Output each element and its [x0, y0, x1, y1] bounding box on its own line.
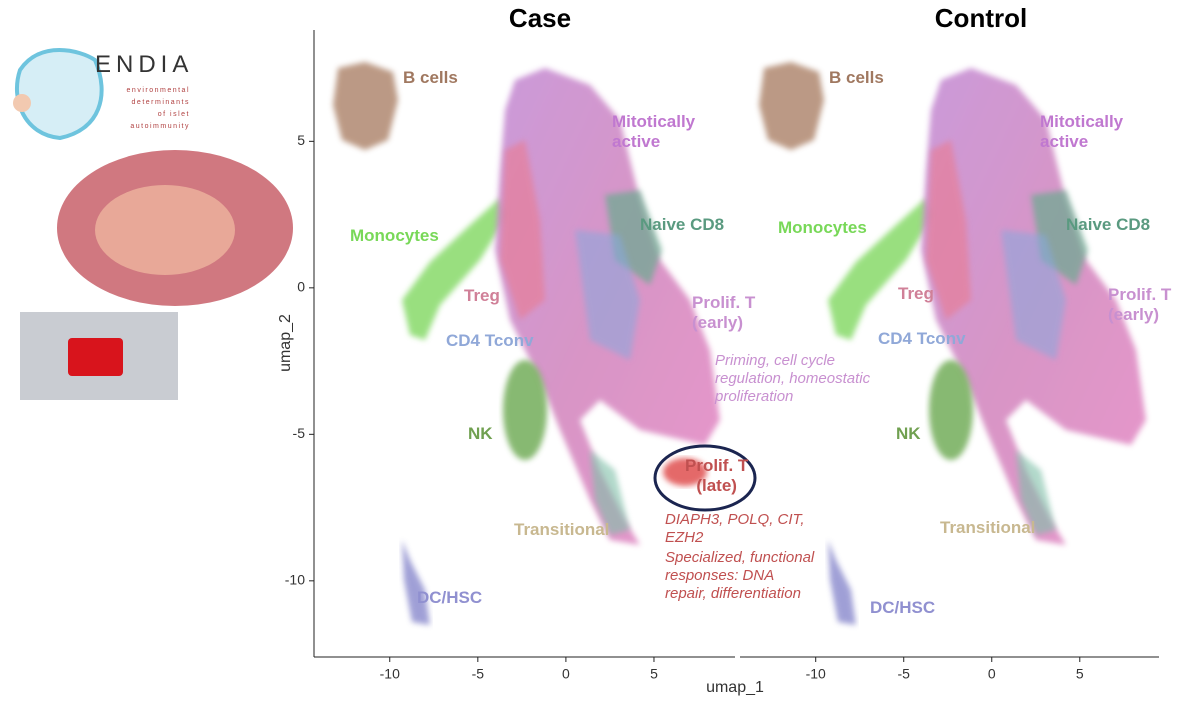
cluster-label: Prolif. T (early) [1108, 285, 1171, 325]
logo-icon [17, 50, 102, 138]
cluster-label: CD4 Tconv [878, 329, 966, 349]
cluster-label: Mitotically active [612, 112, 695, 152]
cluster-label: Prolif. T (late) [685, 456, 748, 496]
x-tick-label: -10 [806, 666, 826, 682]
x-tick-label: -5 [898, 666, 911, 682]
panel-title: Case [509, 3, 571, 33]
cluster-label: Naive CD8 [640, 215, 724, 235]
y-tick-label: -5 [293, 425, 306, 441]
y-axis-label: umap_2 [277, 314, 294, 372]
cluster-label: NK [896, 424, 921, 444]
y-tick-label: -10 [285, 572, 305, 588]
cluster-label: CD4 Tconv [446, 331, 534, 351]
blood-bag [68, 338, 123, 376]
cluster-label: B cells [403, 68, 458, 88]
figure: ENDIA environmental determinants of isle… [0, 0, 1177, 704]
cluster-label: Naive CD8 [1066, 215, 1150, 235]
logo-title: ENDIA [95, 51, 193, 78]
x-tick-label: 5 [1076, 666, 1084, 682]
cluster-label: Transitional [940, 518, 1035, 538]
cluster-label: NK [468, 424, 493, 444]
fetus-figure [95, 185, 235, 275]
x-tick-label: 0 [562, 666, 570, 682]
chart: ENDIA environmental determinants of isle… [0, 0, 1177, 704]
cluster-label: Prolif. T (early) [692, 293, 755, 333]
cluster-label: Transitional [514, 520, 609, 540]
annotation: DIAPH3, POLQ, CIT, EZH2 [665, 511, 805, 547]
cluster-label: Monocytes [350, 226, 439, 246]
cluster-label: Monocytes [778, 218, 867, 238]
logo-baby [13, 94, 31, 112]
x-tick-label: 0 [988, 666, 996, 682]
cluster-label: Treg [464, 286, 500, 306]
annotation: Priming, cell cycle regulation, homeosta… [715, 352, 870, 406]
y-tick-label: 0 [297, 279, 305, 295]
cluster-label: B cells [829, 68, 884, 88]
logo-subtitle: environmental [127, 87, 190, 94]
logo-subtitle: of islet [158, 111, 190, 118]
y-tick-label: 5 [297, 132, 305, 148]
x-tick-label: 5 [650, 666, 658, 682]
x-tick-label: -10 [380, 666, 400, 682]
x-axis-label: umap_1 [706, 679, 764, 696]
annotation: Specialized, functional responses: DNA r… [665, 549, 814, 603]
logo-subtitle: determinants [132, 99, 190, 106]
logo-subtitle: autoimmunity [130, 123, 190, 130]
x-tick-label: -5 [472, 666, 485, 682]
cluster-label: Treg [898, 284, 934, 304]
cluster-label: Mitotically active [1040, 112, 1123, 152]
cluster-label: DC/HSC [870, 598, 935, 618]
panel-title: Control [935, 3, 1027, 33]
cluster-label: DC/HSC [417, 588, 482, 608]
